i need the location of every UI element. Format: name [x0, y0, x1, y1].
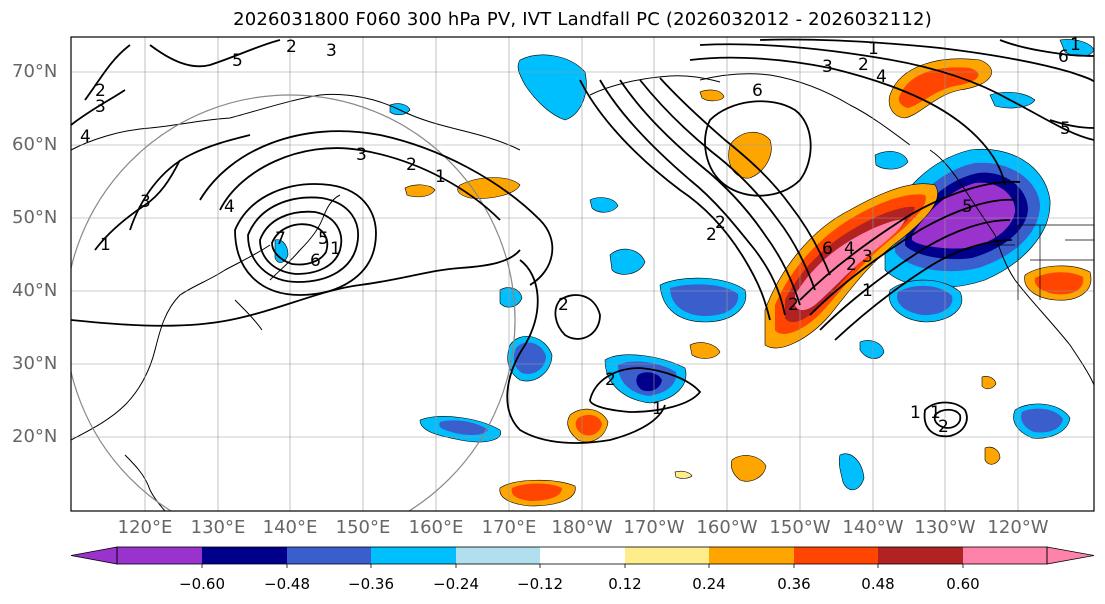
contour-label: 4 [844, 239, 855, 259]
lat-label: 60°N [12, 134, 58, 155]
colorbar-swatch [202, 547, 287, 564]
contour-label: 2 [95, 81, 106, 101]
pv-contours [71, 38, 1094, 444]
radius-circle [71, 94, 516, 511]
contour-label: 2 [715, 213, 726, 233]
contour-label: 2 [938, 417, 949, 437]
contour-label: 6 [752, 81, 763, 101]
lon-label: 150°W [769, 517, 831, 538]
colorbar-tick-label: −0.60 [179, 575, 225, 593]
lon-label: 180°W [551, 517, 613, 538]
colorbar-tick-label: −0.12 [517, 575, 563, 593]
contour-label: 4 [80, 127, 91, 147]
contour-label: 7 [275, 229, 286, 249]
lon-label: 120°E [117, 517, 173, 538]
lat-label: 40°N [12, 280, 58, 301]
colorbar-tick-label: 0.12 [608, 575, 642, 593]
contour-label: 1 [435, 167, 446, 187]
contour-label: 2 [406, 155, 417, 175]
lon-label: 130°E [190, 517, 246, 538]
contour-label: 1 [910, 403, 921, 423]
lat-label: 50°N [12, 207, 58, 228]
contour-label: 1 [868, 39, 879, 59]
colorbar-tick-label: 0.60 [946, 575, 980, 593]
colorbar-swatch [878, 547, 963, 564]
graticule [71, 37, 1094, 511]
contour-label: 3 [862, 247, 873, 267]
contour-label: 3 [140, 192, 151, 212]
contour-label: 5 [1060, 119, 1071, 139]
colorbar-swatch [117, 547, 202, 564]
contour-label: 4 [224, 197, 235, 217]
colorbar-swatch [456, 547, 540, 564]
colorbar-swatch [540, 547, 625, 564]
us-state-borders [990, 224, 1094, 300]
colorbar-tick-label: 0.36 [777, 575, 811, 593]
colorbar-swatch [794, 547, 878, 564]
contour-label: 2 [788, 295, 799, 315]
contour-label: 1 [1070, 35, 1081, 55]
map-title: 2026031800 F060 300 hPa PV, IVT Landfall… [233, 9, 932, 30]
contour-label: 6 [310, 251, 321, 271]
colorbar-swatch [963, 547, 1047, 564]
colorbar-tick-label: −0.48 [264, 575, 310, 593]
lon-label: 160°E [408, 517, 464, 538]
contour-label: 3 [822, 57, 833, 77]
colorbar-swatch [287, 547, 371, 564]
colorbar-tick-label: −0.36 [348, 575, 394, 593]
contour-label: 2 [605, 370, 616, 390]
contour-label: 5 [318, 229, 329, 249]
colorbar [70, 546, 1095, 568]
contour-label: 5 [962, 197, 973, 217]
contour-label: 1 [652, 399, 663, 419]
lon-label: 170°W [623, 517, 685, 538]
contour-label: 1 [330, 239, 341, 259]
colorbar-extend-low [70, 546, 118, 565]
contour-label: 3 [95, 97, 106, 117]
lon-label: 170°E [481, 517, 537, 538]
lon-label: 150°E [335, 517, 391, 538]
contour-label: 1 [930, 403, 941, 423]
lon-label: 120°W [987, 517, 1049, 538]
colorbar-extend-high [1046, 546, 1095, 565]
contour-labels: 5 3 2 3 2 4 3 1 2 1 3 1 4 7 5 6 2 1 2 2 … [80, 35, 1081, 437]
lat-label: 70°N [12, 61, 58, 82]
map-frame [70, 36, 1095, 512]
contour-label: 2 [846, 255, 857, 275]
lat-label: 30°N [12, 353, 58, 374]
colorbar-tick-label: 0.24 [692, 575, 726, 593]
colorbar-tick-label: −0.24 [433, 575, 479, 593]
contour-label: 3 [326, 41, 337, 61]
contour-label: 1 [862, 281, 873, 301]
contour-label: 2 [858, 55, 869, 75]
colorbar-swatch [709, 547, 794, 564]
contour-label: 6 [1058, 47, 1069, 67]
contour-label: 3 [356, 145, 367, 165]
contour-label: 6 [822, 239, 833, 259]
colorbar-swatch [625, 547, 709, 564]
colorbar-tick-label: 0.48 [861, 575, 895, 593]
colorbar-outline [116, 546, 1048, 565]
lon-label: 140°E [262, 517, 318, 538]
contour-label: 4 [876, 67, 887, 87]
contour-label: 2 [286, 37, 297, 57]
lat-label: 20°N [12, 426, 58, 447]
colorbar-swatch [371, 547, 456, 564]
lon-label: 160°W [696, 517, 758, 538]
contour-label: 1 [100, 235, 111, 255]
contour-label: 5 [232, 51, 243, 71]
lon-label: 140°W [842, 517, 904, 538]
contour-label: 2 [558, 295, 569, 315]
contour-label: 2 [706, 225, 717, 245]
lon-label: 130°W [914, 517, 976, 538]
coastlines [71, 73, 1094, 511]
